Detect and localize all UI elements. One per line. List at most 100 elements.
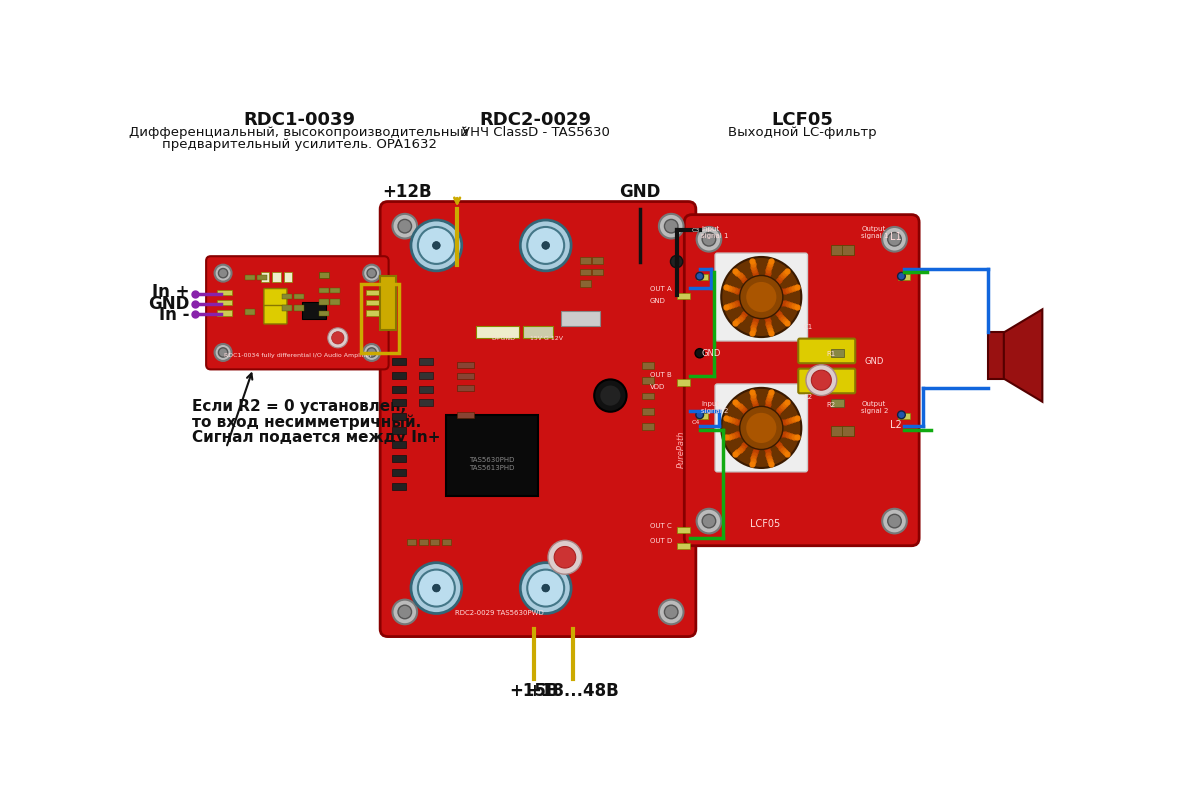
Bar: [366, 290, 382, 295]
Circle shape: [218, 268, 228, 278]
Bar: [842, 426, 854, 436]
Circle shape: [594, 380, 626, 412]
Bar: [642, 377, 654, 384]
Circle shape: [702, 515, 715, 528]
Circle shape: [218, 348, 228, 357]
Circle shape: [418, 227, 455, 264]
Text: L1: L1: [890, 233, 901, 242]
Bar: [677, 527, 690, 534]
Circle shape: [882, 227, 907, 252]
Bar: [391, 399, 406, 407]
Circle shape: [811, 370, 832, 390]
Bar: [380, 276, 396, 330]
Circle shape: [888, 233, 901, 246]
Bar: [562, 311, 600, 326]
Text: Input
signal 2: Input signal 2: [701, 401, 728, 414]
Circle shape: [418, 569, 455, 607]
FancyBboxPatch shape: [798, 338, 856, 363]
Text: C2: C2: [804, 394, 812, 400]
Bar: [419, 539, 428, 545]
Bar: [830, 426, 842, 436]
Polygon shape: [1004, 310, 1043, 402]
Bar: [217, 300, 233, 306]
Text: R2: R2: [827, 402, 836, 408]
Text: GND: GND: [149, 295, 190, 313]
Text: Output
signal 1: Output signal 1: [862, 226, 889, 239]
FancyBboxPatch shape: [264, 288, 287, 307]
Bar: [318, 287, 329, 293]
Text: R1: R1: [827, 351, 836, 357]
Text: In +: In +: [152, 283, 190, 302]
Circle shape: [527, 569, 564, 607]
Bar: [523, 326, 553, 337]
Circle shape: [721, 388, 802, 468]
Text: RDC1-0034 fully differential I/O Audio Amplifier: RDC1-0034 fully differential I/O Audio A…: [223, 353, 372, 358]
Circle shape: [392, 214, 418, 238]
Bar: [391, 483, 406, 490]
Circle shape: [898, 272, 905, 280]
Circle shape: [398, 605, 412, 619]
Bar: [419, 372, 432, 379]
Text: LCF05: LCF05: [772, 110, 833, 129]
Circle shape: [697, 509, 721, 534]
Bar: [442, 539, 451, 545]
Bar: [282, 306, 293, 311]
Circle shape: [328, 328, 348, 348]
Bar: [830, 349, 845, 357]
Bar: [830, 245, 842, 255]
Bar: [457, 362, 474, 368]
Bar: [457, 412, 474, 418]
Text: Input
signal 1: Input signal 1: [701, 226, 728, 239]
Text: RDC2-0029 TAS5630PWD: RDC2-0029 TAS5630PWD: [455, 610, 544, 615]
Text: Если R2 = 0 установлен,: Если R2 = 0 установлен,: [192, 399, 406, 414]
Circle shape: [659, 214, 684, 238]
Circle shape: [542, 241, 550, 249]
Circle shape: [665, 605, 678, 619]
Polygon shape: [989, 333, 1004, 379]
Bar: [294, 294, 304, 299]
Circle shape: [521, 220, 571, 271]
Bar: [457, 385, 474, 391]
Circle shape: [696, 272, 703, 280]
Bar: [581, 257, 592, 264]
Bar: [581, 280, 592, 287]
Circle shape: [746, 413, 776, 443]
Circle shape: [671, 256, 683, 268]
Bar: [272, 272, 281, 283]
Bar: [677, 293, 690, 299]
Bar: [457, 373, 474, 380]
Bar: [419, 399, 432, 407]
Bar: [642, 408, 654, 414]
Circle shape: [527, 227, 564, 264]
Bar: [642, 392, 654, 399]
Bar: [318, 311, 329, 316]
Text: B+GND: B+GND: [492, 336, 516, 341]
Circle shape: [521, 563, 571, 614]
Circle shape: [806, 364, 836, 395]
Text: RDC2-0029: RDC2-0029: [480, 110, 592, 129]
FancyBboxPatch shape: [798, 368, 856, 393]
Text: In -: In -: [160, 306, 190, 325]
FancyBboxPatch shape: [380, 202, 696, 637]
Circle shape: [410, 220, 462, 271]
Bar: [391, 468, 406, 476]
Bar: [592, 257, 602, 264]
Circle shape: [888, 515, 901, 528]
Text: GND: GND: [864, 357, 884, 366]
Bar: [445, 414, 538, 495]
Circle shape: [746, 282, 776, 312]
Text: PurePath: PurePath: [677, 430, 685, 468]
FancyBboxPatch shape: [715, 253, 808, 341]
Circle shape: [392, 599, 418, 624]
Circle shape: [898, 411, 905, 418]
Circle shape: [364, 264, 380, 282]
Text: GND: GND: [701, 349, 721, 358]
Text: LCF05: LCF05: [750, 518, 780, 529]
Bar: [246, 275, 256, 280]
Bar: [330, 299, 340, 305]
Text: C3: C3: [692, 229, 701, 233]
Circle shape: [697, 227, 721, 252]
Bar: [899, 274, 910, 280]
Text: OUT B: OUT B: [649, 372, 672, 379]
Circle shape: [215, 264, 232, 282]
